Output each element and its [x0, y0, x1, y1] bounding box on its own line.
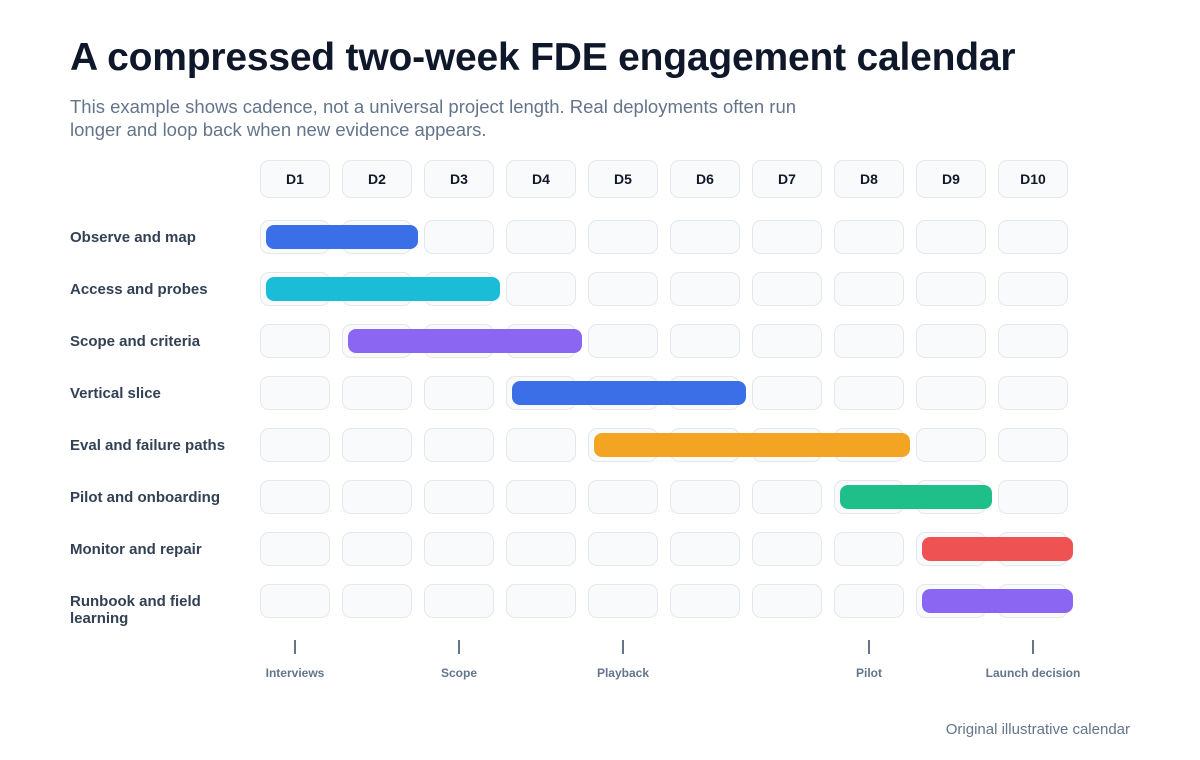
- footnote: Original illustrative calendar: [945, 721, 1130, 738]
- day-cell: [752, 220, 822, 254]
- day-cell: [260, 532, 330, 566]
- track-bar: [594, 433, 910, 457]
- track-bar: [266, 277, 500, 301]
- day-cell: [260, 428, 330, 462]
- page-title: A compressed two-week FDE engagement cal…: [70, 36, 1016, 79]
- day-cell: [260, 480, 330, 514]
- milestone-label: Scope: [440, 666, 477, 680]
- track-label: Monitor and repair: [70, 541, 202, 558]
- day-cell: [424, 220, 494, 254]
- day-cell: [834, 532, 904, 566]
- day-cell: [752, 324, 822, 358]
- day-cell: [670, 220, 740, 254]
- track-bar: [512, 381, 746, 405]
- day-cell: [506, 272, 576, 306]
- day-header-d4: D4: [506, 160, 576, 198]
- day-cell: [998, 376, 1068, 410]
- day-header-d5: D5: [588, 160, 658, 198]
- day-cell: [506, 220, 576, 254]
- day-cell: [834, 376, 904, 410]
- day-cell: [916, 220, 986, 254]
- day-cell: [342, 428, 412, 462]
- track-bar: [348, 329, 582, 353]
- day-cell: [752, 376, 822, 410]
- day-cell: [670, 272, 740, 306]
- day-cell: [260, 324, 330, 358]
- day-cell: [588, 480, 658, 514]
- track-bar: [922, 537, 1073, 561]
- track-label: Pilot and onboarding: [70, 489, 220, 506]
- milestone-label: Pilot: [856, 666, 882, 680]
- day-cell: [506, 428, 576, 462]
- day-cell: [424, 532, 494, 566]
- day-cell: [506, 532, 576, 566]
- day-header-d10: D10: [998, 160, 1068, 198]
- day-cell: [752, 272, 822, 306]
- day-header-d8: D8: [834, 160, 904, 198]
- day-header-d7: D7: [752, 160, 822, 198]
- track-bar: [266, 225, 418, 249]
- day-cell: [506, 584, 576, 618]
- day-cell: [670, 584, 740, 618]
- day-cell: [752, 584, 822, 618]
- day-cell: [916, 376, 986, 410]
- day-cell: [260, 376, 330, 410]
- day-cell: [834, 272, 904, 306]
- day-cell: [506, 480, 576, 514]
- track-label: Vertical slice: [70, 385, 161, 402]
- day-cell: [834, 584, 904, 618]
- track-label: Runbook and field learning: [70, 593, 201, 627]
- day-cell: [424, 584, 494, 618]
- day-header-d1: D1: [260, 160, 330, 198]
- page-subtitle: This example shows cadence, not a univer…: [70, 96, 797, 140]
- day-cell: [998, 220, 1068, 254]
- day-cell: [916, 324, 986, 358]
- milestone-label: Playback: [596, 666, 650, 680]
- day-cell: [670, 480, 740, 514]
- milestone-label: Interviews: [265, 666, 325, 680]
- milestone-tick: [622, 640, 624, 654]
- day-cell: [424, 376, 494, 410]
- day-cell: [260, 584, 330, 618]
- day-header-d6: D6: [670, 160, 740, 198]
- milestone-label: Launch decision: [985, 666, 1081, 680]
- track-bar: [840, 485, 992, 509]
- day-cell: [834, 324, 904, 358]
- track-label: Scope and criteria: [70, 333, 201, 350]
- track-label: Access and probes: [70, 281, 208, 298]
- day-cell: [342, 480, 412, 514]
- day-header-d3: D3: [424, 160, 494, 198]
- track-label: Eval and failure paths: [70, 437, 226, 454]
- day-cell: [834, 220, 904, 254]
- day-cell: [424, 428, 494, 462]
- day-cell: [916, 428, 986, 462]
- day-cell: [342, 584, 412, 618]
- milestone-tick: [294, 640, 296, 654]
- day-cell: [998, 324, 1068, 358]
- milestone-tick: [458, 640, 460, 654]
- track-label: Observe and map: [70, 229, 196, 246]
- day-cell: [588, 532, 658, 566]
- day-cell: [752, 480, 822, 514]
- day-cell: [588, 220, 658, 254]
- day-cell: [998, 480, 1068, 514]
- day-cell: [588, 324, 658, 358]
- day-cell: [588, 272, 658, 306]
- day-cell: [998, 428, 1068, 462]
- day-cell: [670, 324, 740, 358]
- day-cell: [998, 272, 1068, 306]
- milestone-tick: [868, 640, 870, 654]
- day-cell: [752, 532, 822, 566]
- day-cell: [342, 532, 412, 566]
- day-header-d2: D2: [342, 160, 412, 198]
- day-cell: [342, 376, 412, 410]
- milestone-tick: [1032, 640, 1034, 654]
- day-cell: [424, 480, 494, 514]
- day-cell: [670, 532, 740, 566]
- day-header-d9: D9: [916, 160, 986, 198]
- day-cell: [588, 584, 658, 618]
- day-cell: [916, 272, 986, 306]
- track-bar: [922, 589, 1073, 613]
